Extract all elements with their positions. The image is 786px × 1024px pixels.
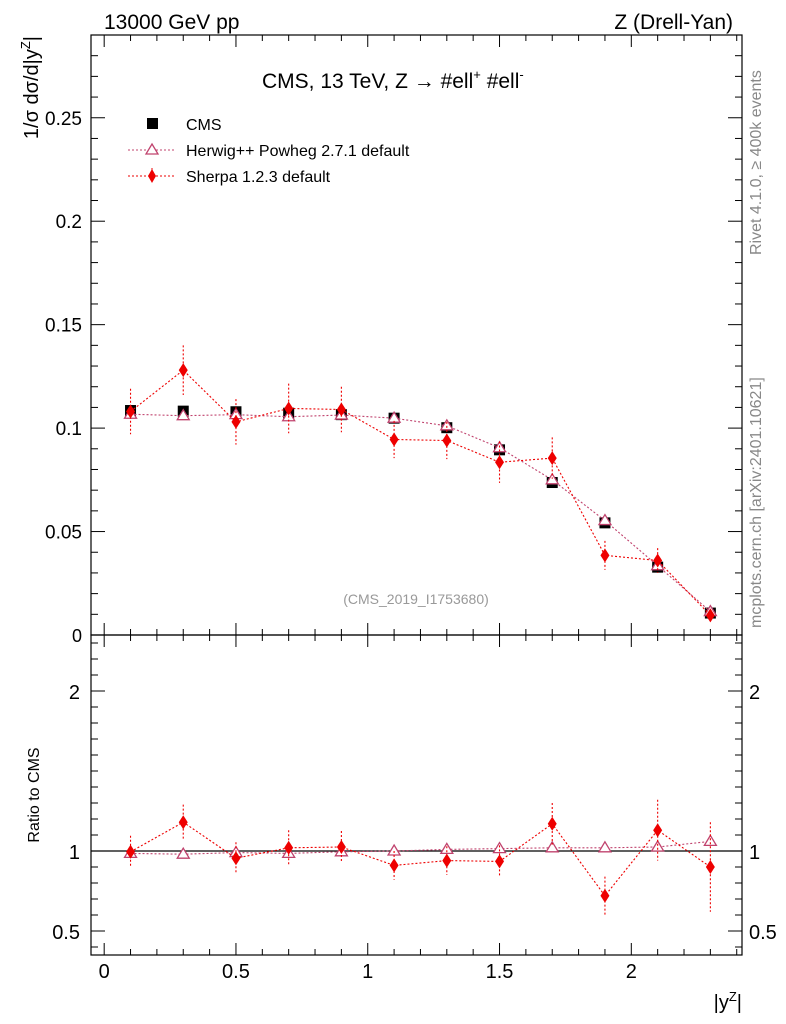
rivet-label: Rivet 4.1.0, ≥ 400k events [748, 70, 765, 255]
x-tick-labels: 0 0.5 1 1.5 2 [99, 961, 637, 983]
ratio-sherpa-point [336, 840, 346, 854]
sherpa-point [653, 553, 663, 568]
ratio-sherpa-line [130, 821, 711, 897]
ratio-herwig-point [439, 842, 454, 855]
ratio-herwig-point [492, 841, 507, 854]
x-tick-label: 0 [99, 961, 110, 983]
sherpa-point [284, 401, 294, 416]
sherpa-point [705, 608, 715, 623]
ratio-sherpa-point [284, 840, 294, 855]
sherpa-point [495, 455, 505, 470]
x-axis-label: |yZ| [714, 989, 742, 1014]
legend-entry-sherpa: Sherpa 1.2.3 default [128, 168, 331, 186]
sherpa-point [547, 451, 557, 466]
herwig-point [439, 418, 454, 431]
ratio-herwig-line [130, 840, 711, 855]
x-tick-label: 1.5 [486, 961, 514, 983]
energy-label: 13000 GeV pp [104, 11, 239, 34]
y-tick-label: 0.15 [45, 316, 82, 337]
ratio-sherpa-point [547, 816, 557, 831]
legend: CMS Herwig++ Powheg 2.7.1 default Sherpa… [128, 117, 410, 186]
chart-title: CMS, 13 TeV, Z → #ell+ #ell- [262, 67, 524, 93]
ratio-sherpa-point [126, 844, 136, 859]
sherpa-line [130, 369, 711, 616]
ratio-herwig-point [703, 834, 718, 847]
legend-marker-herwig [144, 142, 160, 155]
ratio-panel: 0.5 1 2 0.5 1 2 0 0.5 1 1.5 2 Ratio to CMS |yZ| [26, 634, 777, 1014]
ratio-sherpa-point [231, 851, 241, 866]
ratio-y-tick-label: 2 [69, 682, 80, 704]
herwig-point [176, 408, 191, 421]
ratio-sherpa-point [600, 888, 610, 903]
process-label: Z (Drell-Yan) [614, 11, 733, 34]
legend-label-sherpa: Sherpa 1.2.3 default [186, 169, 331, 186]
main-panel: 0.05 0.1 0.15 0.2 0.25 0 1/σ dσ/d|yZ| CMS, 1… [18, 34, 743, 646]
ratio-axis-ticks [91, 635, 742, 955]
legend-entry-cms: CMS [147, 117, 222, 134]
y-zero-label: 0 [72, 626, 82, 646]
ratio-herwig-point [650, 839, 665, 852]
sherpa-point [389, 432, 399, 447]
sherpa-point [336, 402, 346, 417]
main-y-tick-labels: 0.05 0.1 0.15 0.2 0.25 [45, 109, 82, 544]
y-tick-label: 0.05 [45, 523, 82, 544]
ratio-sherpa-point [653, 823, 663, 838]
ratio-y-tick-label-right: 0.5 [749, 922, 777, 944]
x-tick-label: 2 [626, 961, 637, 983]
ratio-y-tick-label-right: 2 [749, 682, 760, 704]
ratio-herwig-point [176, 846, 191, 859]
legend-label-herwig: Herwig++ Powheg 2.7.1 default [186, 143, 410, 160]
analysis-watermark: (CMS_2019_I1753680) [343, 591, 489, 607]
sherpa-point [231, 414, 241, 429]
ratio-y-tick-label: 1 [69, 842, 80, 864]
ratio-y-tick-label: 0.5 [52, 922, 80, 944]
main-ylabel: 1/σ dσ/d|yZ| [18, 36, 43, 139]
ratio-sherpa-point [495, 854, 505, 869]
y-tick-label: 0.1 [56, 419, 82, 440]
ratio-herwig-point [386, 843, 402, 856]
ratio-y-tick-label-right: 1 [749, 842, 760, 864]
main-series-layer [123, 345, 718, 623]
herwig-point [597, 513, 613, 526]
ratio-sherpa-point [389, 858, 399, 873]
ratio-herwig-point [597, 840, 613, 853]
ratio-y-tick-labels-right: 0.5 1 2 [749, 682, 777, 944]
legend-entry-herwig: Herwig++ Powheg 2.7.1 default [128, 142, 410, 160]
ratio-ylabel: Ratio to CMS [26, 747, 43, 842]
ratio-sherpa-point [442, 853, 452, 868]
y-tick-label: 0.2 [56, 212, 82, 233]
herwig-point [545, 472, 560, 485]
ratio-sherpa-point [705, 860, 715, 874]
x-tick-label: 0.5 [222, 961, 250, 983]
y-tick-label: 0.25 [45, 109, 82, 130]
herwig-line [130, 413, 711, 613]
mcplots-label: mcplots.cern.ch [arXiv:2401.10621] [748, 377, 765, 628]
ratio-series-layer [123, 799, 718, 915]
sherpa-point [600, 548, 610, 563]
sherpa-point [442, 433, 452, 448]
sherpa-point [178, 363, 188, 378]
ratio-y-tick-labels: 0.5 1 2 [52, 682, 80, 944]
sherpa-point [126, 404, 136, 419]
legend-marker-sherpa [148, 169, 156, 183]
legend-label-cms: CMS [186, 117, 222, 134]
main-axis-ticks [91, 34, 742, 636]
ratio-frame [90, 634, 743, 956]
ratio-herwig-point [545, 840, 560, 853]
legend-marker-cms [147, 118, 158, 129]
ratio-sherpa-point [178, 815, 188, 830]
x-tick-label: 1 [362, 961, 373, 983]
